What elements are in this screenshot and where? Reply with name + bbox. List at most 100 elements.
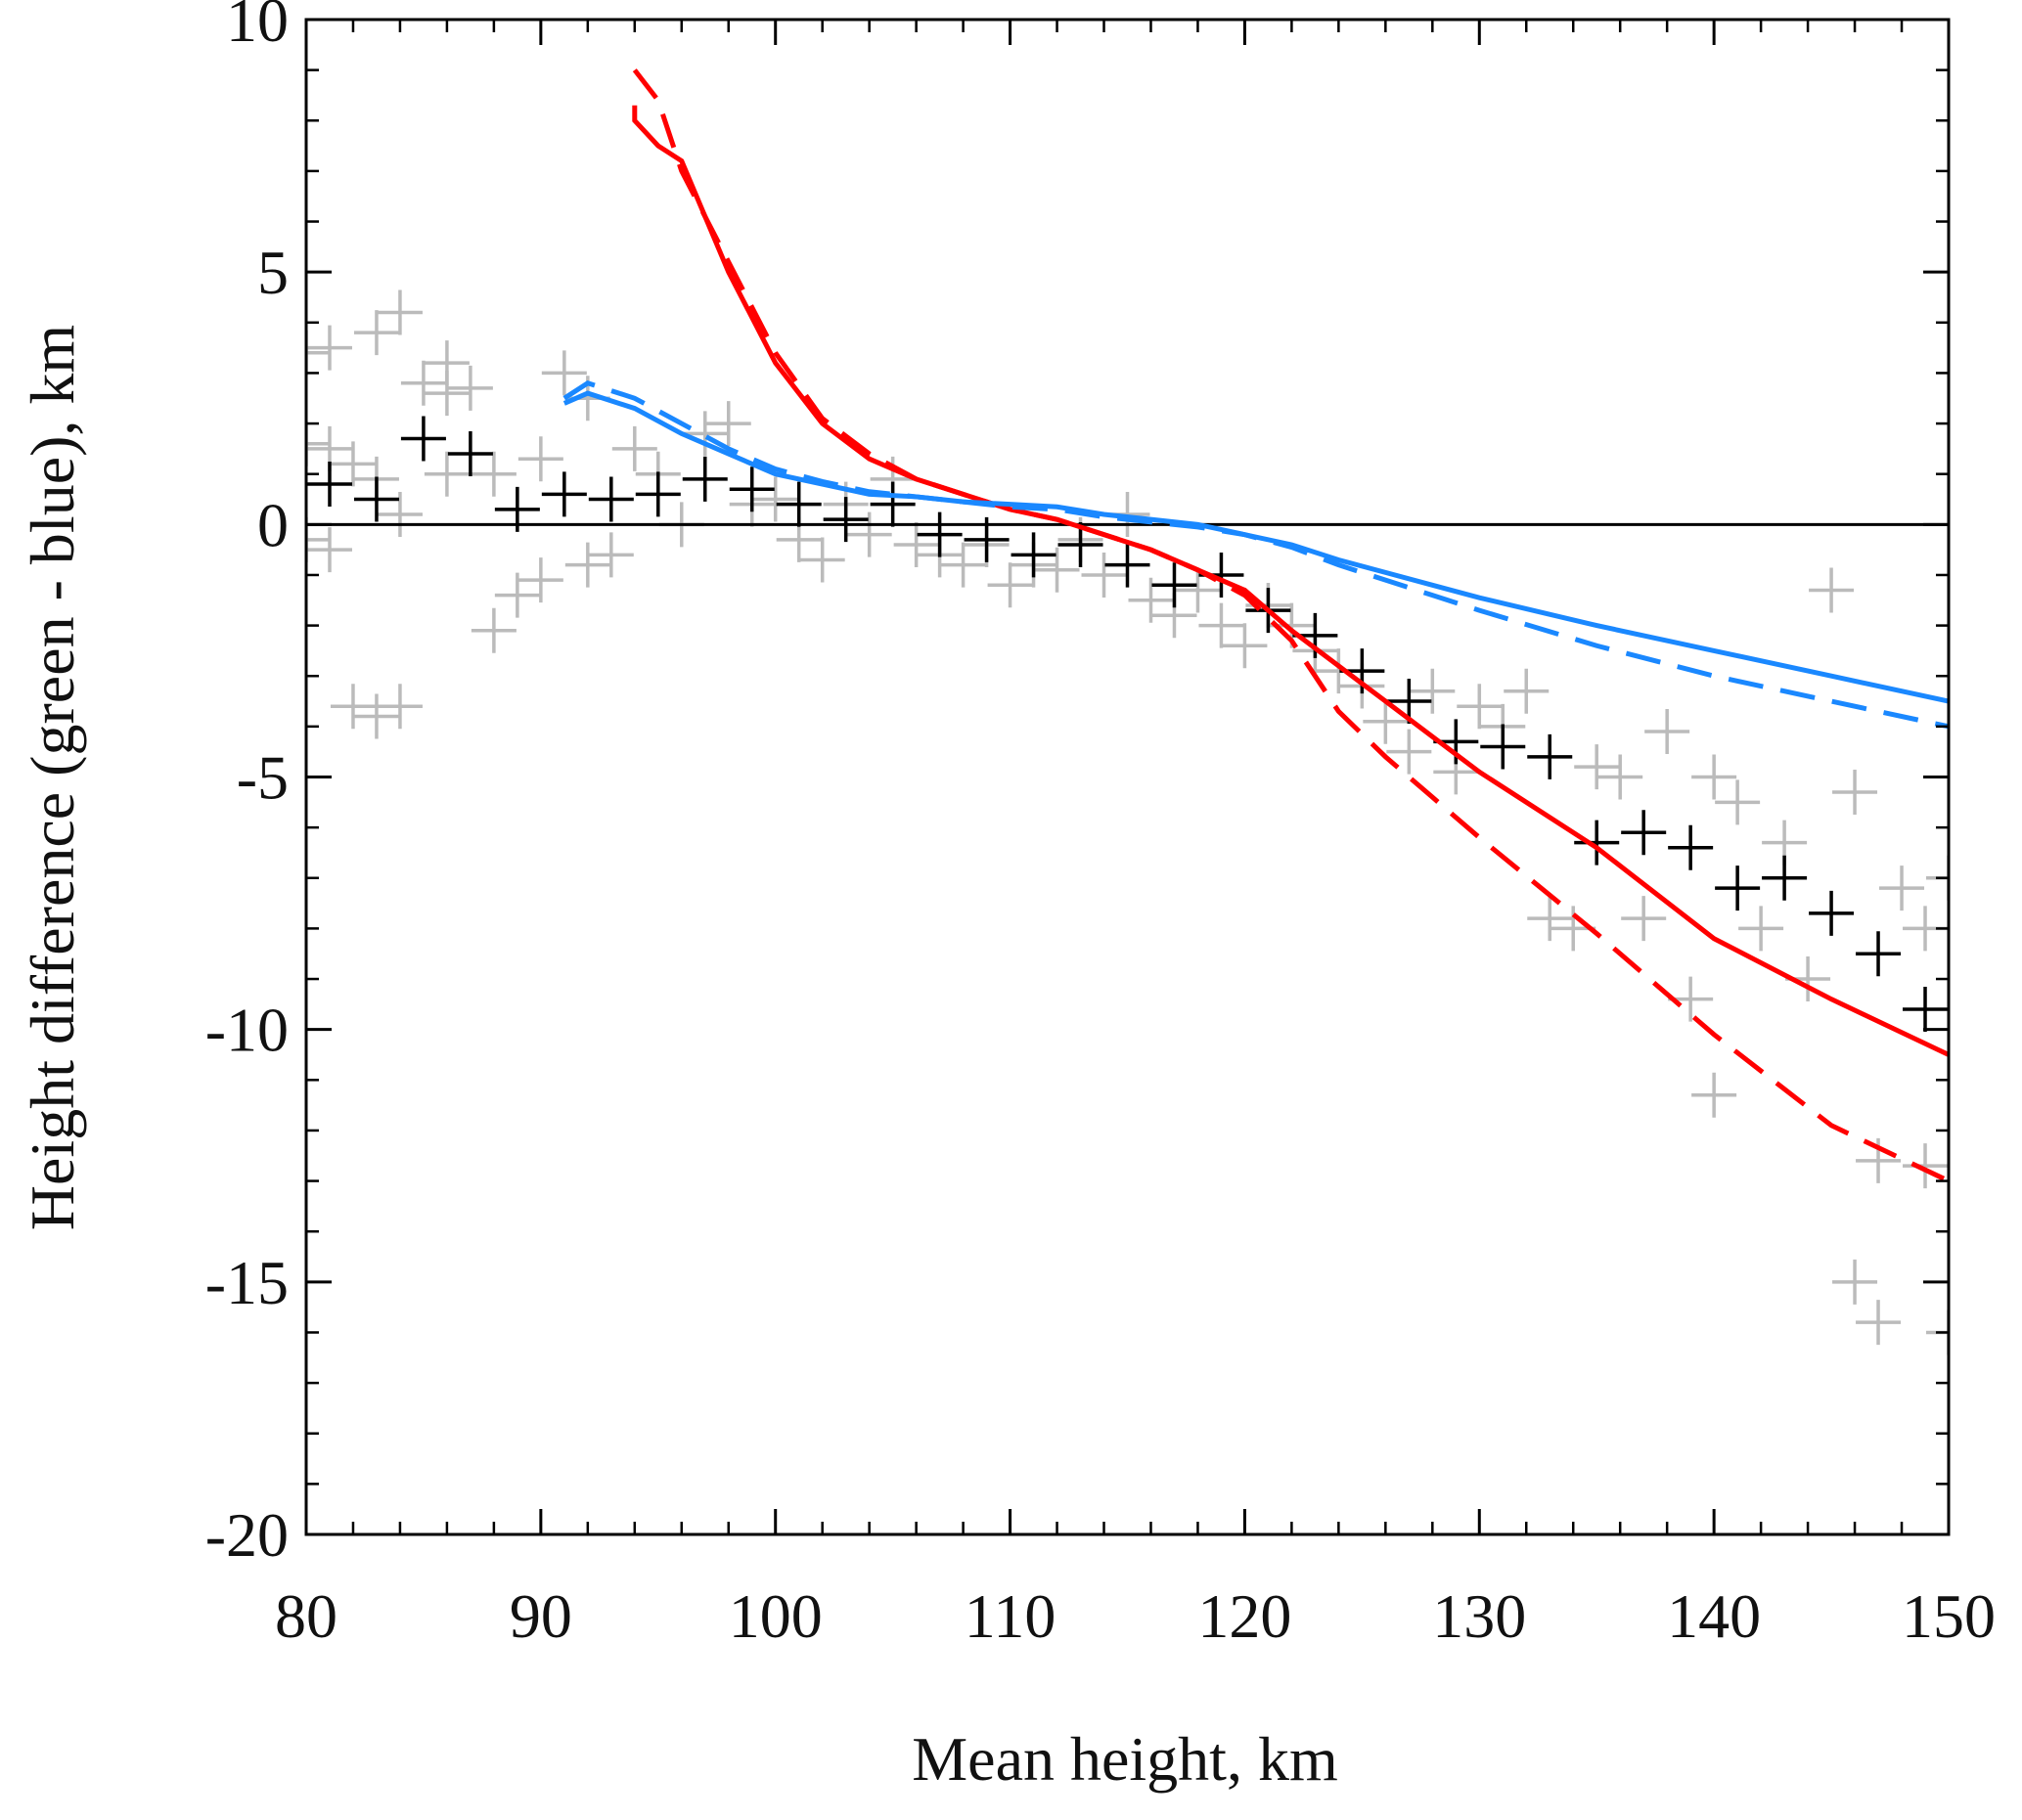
cross-marker [1621,896,1667,942]
cross-marker [517,436,563,482]
cross-marker [494,572,540,618]
cross-marker [1621,810,1667,856]
markers [306,416,1949,1033]
cross-marker [1222,623,1268,669]
cross-marker [1738,906,1784,952]
y-tick-label: -10 [205,996,289,1065]
cross-marker [752,476,798,522]
y-tick-label: 10 [226,0,289,55]
cross-marker [306,325,352,371]
cross-marker [424,451,470,497]
cross-marker [306,516,329,562]
cross-marker [1057,521,1103,567]
x-tick-label: 150 [1902,1581,1996,1651]
cross-marker [1832,1259,1878,1305]
cross-marker [1104,542,1150,588]
cross-marker [940,542,986,588]
cross-marker [1011,532,1056,578]
cross-marker [1903,987,1949,1033]
cross-marker [917,511,963,557]
cross-marker [400,416,446,462]
cross-marker [353,476,399,522]
cross-marker [1527,896,1573,942]
line [562,380,1949,730]
cross-marker [447,431,493,477]
x-tick-label: 90 [510,1581,572,1651]
cross-marker [1856,1300,1902,1346]
x-tick-label: 80 [275,1581,337,1651]
line [632,68,1949,1183]
cross-marker [1198,602,1244,648]
cross-marker [377,492,423,538]
cross-marker [377,684,423,730]
x-axis-label: Mean height, km [912,1724,1337,1794]
cross-marker [306,421,329,466]
cross-marker [377,289,423,335]
cross-marker [1151,562,1197,608]
cross-marker [1175,567,1221,613]
cross-marker [1386,729,1432,775]
cross-marker [682,456,728,502]
cross-marker [1480,724,1526,770]
cross-marker [1691,754,1737,800]
line [562,390,1949,704]
cross-marker [1457,684,1503,730]
cross-marker [1644,709,1690,755]
cross-marker [447,365,493,411]
cross-marker [330,684,376,730]
y-tick-label: 5 [257,238,289,307]
cross-marker [1128,577,1174,623]
cross-marker [1879,866,1925,911]
cross-marker [1809,890,1855,936]
cross-marker [1504,668,1550,714]
x-tick-label: 140 [1667,1581,1761,1651]
cross-marker [517,557,563,603]
line [632,105,1949,1057]
x-tick-label: 110 [965,1581,1056,1651]
markers [306,289,1949,1355]
cross-marker [705,401,751,447]
cross-marker [471,607,517,653]
cross-marker [1668,824,1714,870]
x-tick-label: 130 [1432,1581,1526,1651]
cross-marker [588,476,634,522]
y-tick-label: 0 [257,490,289,559]
x-tick-label: 120 [1197,1581,1291,1651]
cross-marker [541,350,587,396]
cross-marker [400,360,446,406]
cross-marker [306,330,329,376]
cross-marker [729,466,775,512]
cross-marker [987,562,1033,608]
cross-marker [353,310,399,356]
cross-marker [588,532,634,578]
cross-marker [424,371,470,417]
cross-marker [682,411,728,457]
y-tick-label: -5 [237,743,289,813]
y-tick-label: -20 [205,1500,289,1570]
cross-marker [1034,547,1080,593]
cross-marker [893,521,939,567]
cross-marker [823,497,869,543]
cross-marker [1597,754,1643,800]
cross-marker [635,471,681,517]
cross-marker [776,481,822,527]
cross-marker [870,481,916,527]
cross-marker [1574,744,1620,790]
cross-marker [1574,820,1620,866]
cross-marker [1715,779,1761,825]
cross-marker [330,441,376,487]
cross-marker [1856,931,1902,977]
x-tick-label: 100 [729,1581,823,1651]
cross-marker [1926,1310,1949,1355]
y-tick-label: -15 [205,1248,289,1317]
cross-marker [1926,855,1949,901]
cross-marker [1762,855,1808,901]
cross-marker [1809,567,1855,613]
cross-marker [1715,866,1761,911]
cross-marker [306,527,352,573]
y-axis-label: Height difference (green - blue), km [18,325,87,1230]
cross-marker [306,462,352,508]
cross-marker [353,693,399,739]
cross-marker [846,511,892,557]
